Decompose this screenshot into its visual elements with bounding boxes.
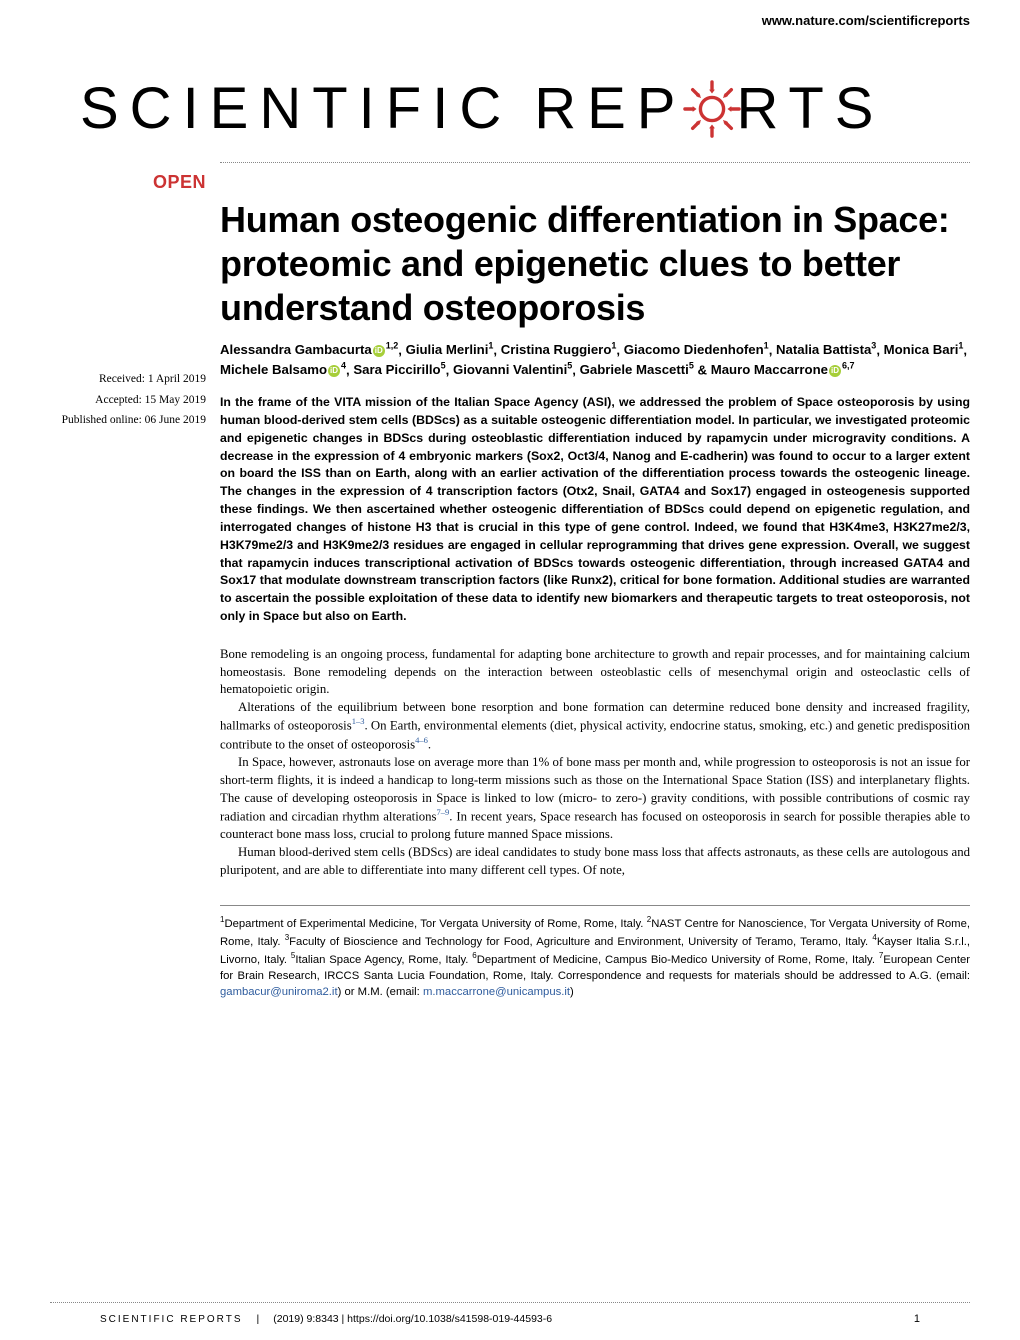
orcid-icon[interactable]: iD [328, 365, 340, 377]
journal-url[interactable]: www.nature.com/scientificreports [762, 13, 970, 28]
date-published: Published online: 06 June 2019 [50, 410, 206, 431]
body-paragraph: Bone remodeling is an ongoing process, f… [220, 646, 970, 699]
open-access-badge: OPEN [153, 172, 206, 192]
body-paragraph: Alterations of the equilibrium between b… [220, 699, 970, 755]
header-band: www.nature.com/scientificreports [0, 0, 1020, 40]
abstract: In the frame of the VITA mission of the … [220, 394, 970, 626]
author: Monica Bari1 [884, 342, 964, 357]
open-access-badge-wrap: OPEN [50, 162, 220, 193]
journal-logo-area: SCIENTIFIC REP RTS [0, 40, 1020, 162]
author-list: Alessandra GambacurtaiD1,2, Giulia Merli… [220, 340, 970, 380]
author: Natalia Battista3 [776, 342, 876, 357]
author: Michele BalsamoiD4 [220, 362, 346, 377]
date-received: Received: 1 April 2019 [50, 369, 206, 390]
citation-ref[interactable]: 1–3 [352, 716, 365, 726]
author: Mauro MaccarroneiD6,7 [711, 362, 855, 377]
logo-word-1: SCIENTIFIC [80, 75, 512, 142]
orcid-icon[interactable]: iD [373, 345, 385, 357]
page-number: 1 [914, 1313, 920, 1325]
journal-logo: SCIENTIFIC REP RTS [80, 75, 970, 142]
author: Alessandra GambacurtaiD1,2 [220, 342, 398, 357]
body-text: Bone remodeling is an ongoing process, f… [220, 646, 970, 879]
date-accepted: Accepted: 15 May 2019 [50, 390, 206, 411]
author: Giovanni Valentini5 [453, 362, 572, 377]
logo-word-2a: REP [534, 75, 686, 142]
gear-icon [682, 79, 742, 139]
author: Giacomo Diedenhofen1 [624, 342, 769, 357]
body-paragraph: Human blood-derived stem cells (BDScs) a… [220, 844, 970, 879]
sidebar-metadata: Received: 1 April 2019 Accepted: 15 May … [50, 193, 220, 879]
footer-citation: (2019) 9:8343 | https://doi.org/10.1038/… [273, 1313, 552, 1325]
author: Gabriele Mascetti5 [580, 362, 694, 377]
citation-ref[interactable]: 7–9 [437, 807, 450, 817]
citation-ref[interactable]: 4–6 [415, 735, 428, 745]
footer-journal-name: SCIENTIFIC REPORTS [100, 1314, 243, 1325]
page-footer: SCIENTIFIC REPORTS | (2019) 9:8343 | htt… [50, 1302, 970, 1325]
corresponding-email[interactable]: m.maccarrone@unicampus.it [423, 986, 570, 998]
author: Giulia Merlini1 [406, 342, 494, 357]
logo-word-2b: RTS [737, 75, 885, 142]
article-title: Human osteogenic differentiation in Spac… [220, 198, 970, 330]
author: Sara Piccirillo5 [353, 362, 445, 377]
affiliations: 1Department of Experimental Medicine, To… [220, 905, 970, 999]
orcid-icon[interactable]: iD [829, 365, 841, 377]
corresponding-email[interactable]: gambacur@uniroma2.it [220, 986, 338, 998]
author: Cristina Ruggiero1 [501, 342, 617, 357]
body-paragraph: In Space, however, astronauts lose on av… [220, 754, 970, 844]
